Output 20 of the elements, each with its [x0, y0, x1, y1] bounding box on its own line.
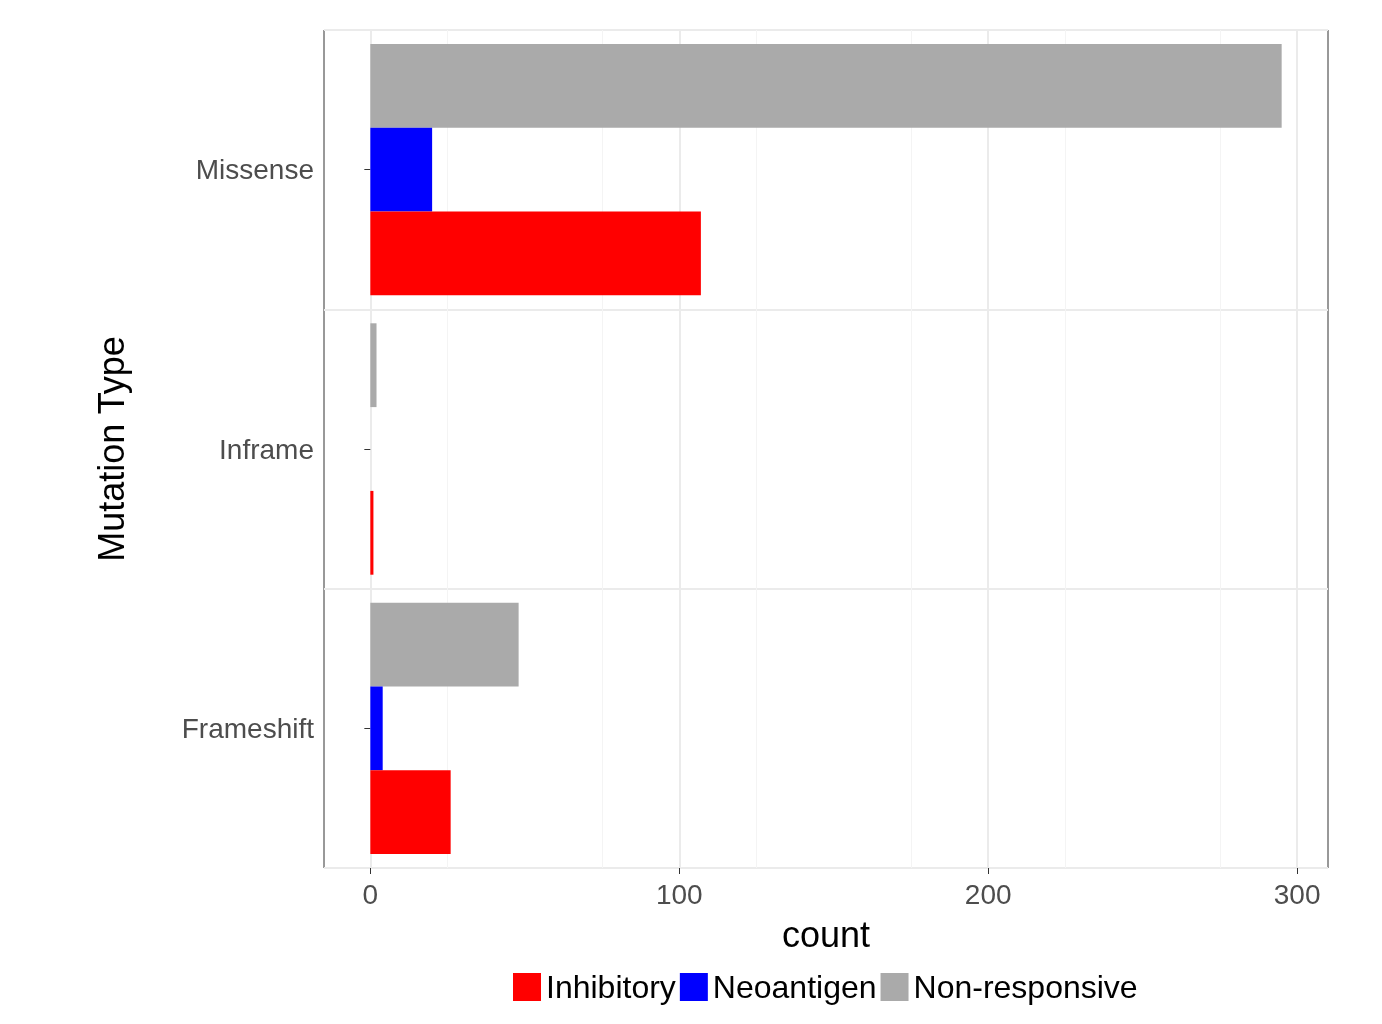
x-axis-title: count — [781, 913, 871, 955]
x-tick-label: 100 — [655, 878, 703, 910]
bar — [370, 127, 433, 212]
x-tick-label: 300 — [1273, 878, 1321, 910]
y-tick-label: Missense — [195, 154, 314, 186]
y-axis-title: Mutation Type — [90, 336, 132, 562]
bar — [370, 43, 1282, 128]
bar — [370, 602, 519, 687]
bar — [370, 211, 701, 296]
legend-label: Non-responsive — [913, 969, 1138, 1005]
bar — [370, 686, 383, 771]
legend-label: Inhibitory — [546, 969, 676, 1005]
x-tick-label: 0 — [362, 878, 379, 910]
bar — [370, 490, 374, 575]
bar — [370, 323, 377, 408]
bar — [370, 770, 451, 855]
y-tick-label: Inframe — [219, 433, 314, 465]
legend-label: Neoantigen — [712, 969, 877, 1005]
x-tick-label: 200 — [964, 878, 1012, 910]
y-tick-label: Frameshift — [181, 712, 315, 744]
